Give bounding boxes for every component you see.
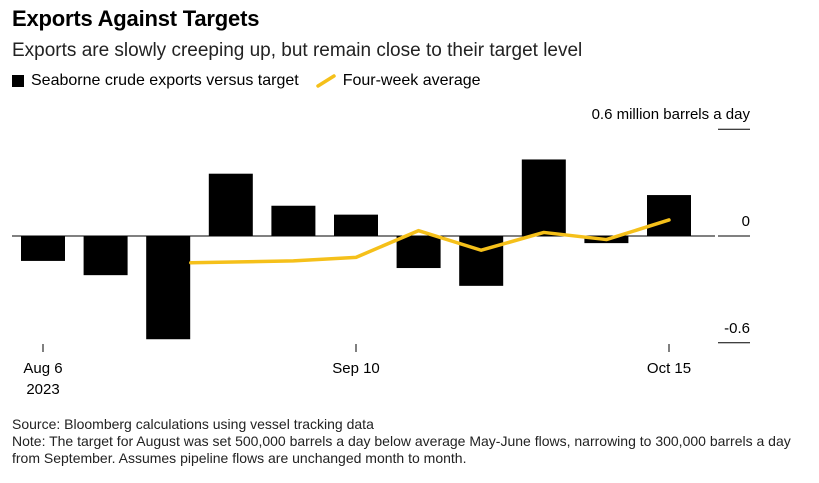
bar-2 <box>146 236 191 340</box>
chart-title: Exports Against Targets <box>12 6 260 31</box>
bar-1 <box>83 236 128 276</box>
bar-10 <box>647 195 691 236</box>
legend: Seaborne crude exports versus target Fou… <box>12 72 497 90</box>
legend-line-swatch <box>315 74 336 88</box>
source-text: Source: Bloomberg calculations using ves… <box>12 416 374 432</box>
x-tick-label-0: Aug 6 <box>23 360 62 377</box>
chart-subtitle: Exports are slowly creeping up, but rema… <box>12 40 583 61</box>
legend-item-bars: Seaborne crude exports versus target <box>12 72 299 90</box>
bar-3 <box>208 173 253 236</box>
bar-8 <box>521 159 566 236</box>
chart-notes: Source: Bloomberg calculations using ves… <box>12 416 812 467</box>
legend-line-label: Four-week average <box>342 72 481 89</box>
bar-4 <box>271 205 316 236</box>
bar-5 <box>334 214 378 236</box>
x-tick-sublabel-0: 2023 <box>26 381 59 398</box>
y-tick-label-0: 0.6 million barrels a day <box>592 106 751 123</box>
legend-bar-label: Seaborne crude exports versus target <box>31 72 299 89</box>
y-tick-label-1: 0 <box>742 213 750 230</box>
bar-7 <box>459 236 504 286</box>
x-tick-label-2: Oct 15 <box>647 360 691 377</box>
y-tick-label-2: -0.6 <box>724 320 750 337</box>
note-text: Note: The target for August was set 500,… <box>12 433 791 466</box>
legend-bar-swatch <box>12 75 24 87</box>
x-tick-label-1: Sep 10 <box>332 360 380 377</box>
bar-6 <box>396 236 441 269</box>
four-week-average-line <box>189 218 671 265</box>
bar-0 <box>21 236 65 261</box>
chart-plot: 0.6 million barrels a day 0 -0.6 Aug 6 2023 S… <box>12 106 751 398</box>
legend-item-line: Four-week average <box>315 72 481 90</box>
